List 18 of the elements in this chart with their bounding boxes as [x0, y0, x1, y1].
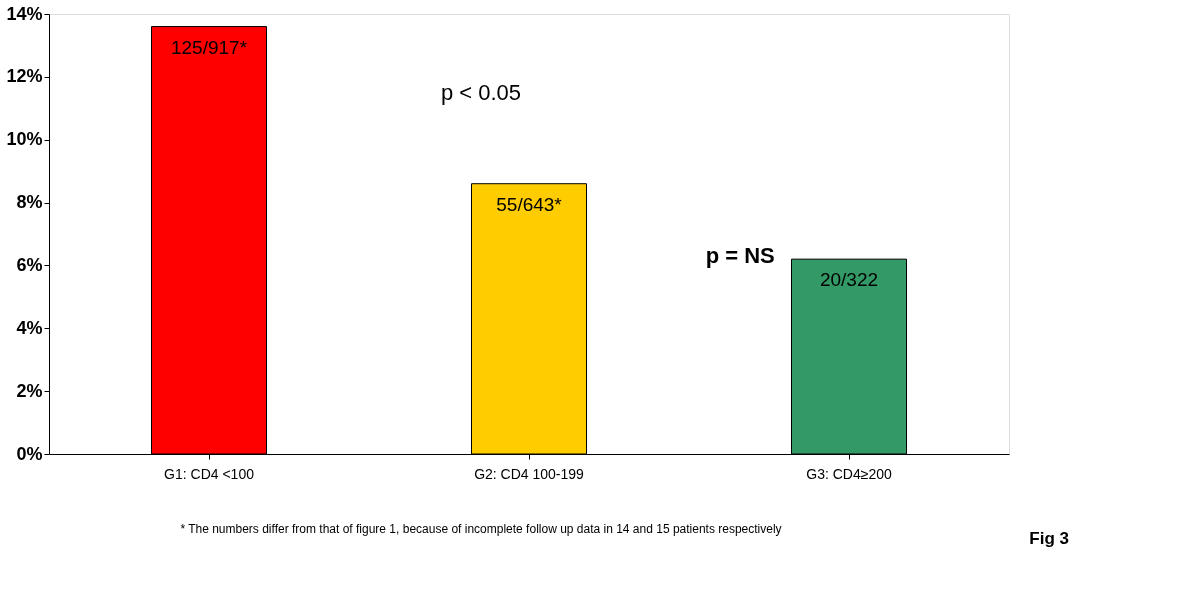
data-label: 55/643*	[496, 193, 563, 215]
y-tick-label: 10%	[6, 129, 43, 150]
y-tick-label: 14%	[6, 3, 43, 24]
x-tick-label: G2: CD4 100-199	[474, 465, 585, 482]
x-tick-label: G1: CD4 <100	[164, 465, 255, 482]
x-tick-label: G3: CD4≥200	[806, 465, 892, 482]
y-tick-label: 2%	[16, 380, 43, 401]
annotation: p < 0.05	[440, 80, 522, 106]
data-label: 125/917*	[170, 36, 248, 58]
data-label: 20/322	[819, 269, 879, 291]
y-tick-label: 12%	[6, 66, 43, 87]
caption: Fig 3	[1029, 529, 1069, 548]
annotation: p = NS	[705, 243, 775, 268]
y-tick-label: 8%	[16, 192, 43, 213]
text: * The numbers differ from that of figure 1, because of incomplete follow up data in 14 and 15 patients respectively	[180, 522, 782, 536]
y-tick-label: 4%	[16, 317, 43, 338]
y-tick-label: 6%	[16, 254, 43, 275]
y-tick-label: 0%	[16, 443, 43, 464]
